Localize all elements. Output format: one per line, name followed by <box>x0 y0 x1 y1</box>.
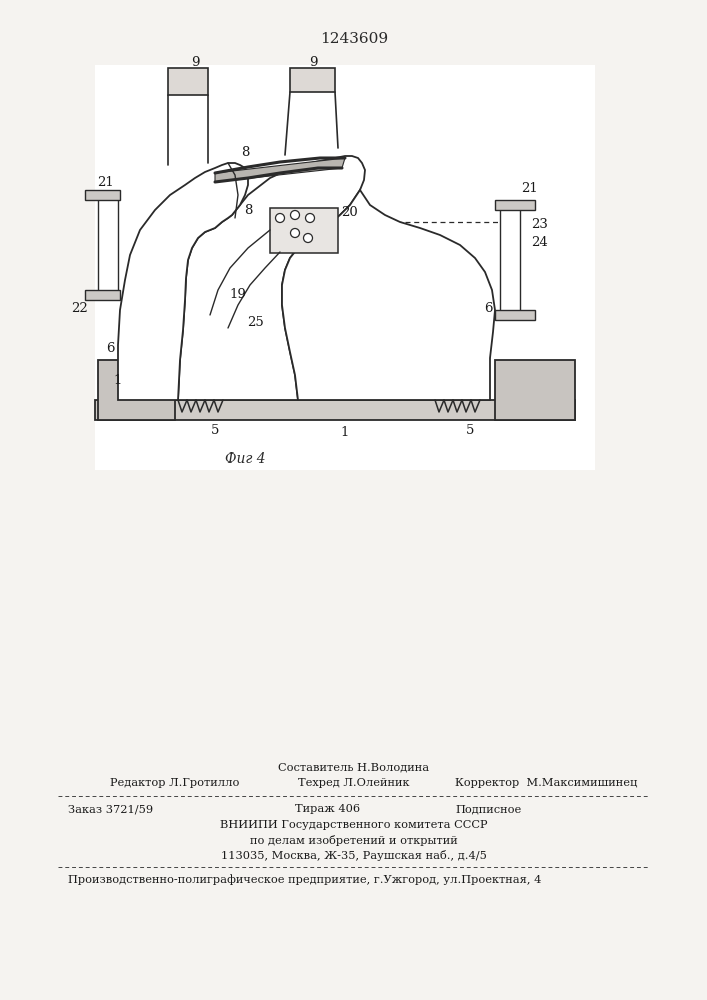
Polygon shape <box>98 360 175 420</box>
Text: 25: 25 <box>247 316 264 328</box>
Text: 9: 9 <box>191 55 199 68</box>
Text: 9: 9 <box>309 55 317 68</box>
Polygon shape <box>290 68 335 92</box>
Text: 6: 6 <box>484 302 492 314</box>
Circle shape <box>305 214 315 223</box>
Text: Подписное: Подписное <box>455 804 521 814</box>
Text: 8: 8 <box>244 204 252 217</box>
Polygon shape <box>495 200 535 210</box>
Polygon shape <box>85 290 120 300</box>
Polygon shape <box>495 310 535 320</box>
Polygon shape <box>282 190 495 400</box>
Text: 1: 1 <box>341 426 349 438</box>
Text: 22: 22 <box>71 302 88 314</box>
Text: Производственно-полиграфическое предприятие, г.Ужгород, ул.Проектная, 4: Производственно-полиграфическое предприя… <box>68 874 542 885</box>
Bar <box>95 65 595 470</box>
Polygon shape <box>118 163 248 400</box>
Text: 113035, Москва, Ж-35, Раушская наб., д.4/5: 113035, Москва, Ж-35, Раушская наб., д.4… <box>221 850 487 861</box>
Text: Редактор Л.Гротилло: Редактор Л.Гротилло <box>110 778 240 788</box>
Text: 1243609: 1243609 <box>320 32 388 46</box>
Text: 23: 23 <box>532 219 549 232</box>
Text: Техред Л.Олейник: Техред Л.Олейник <box>298 778 409 788</box>
Polygon shape <box>500 205 520 315</box>
Text: 5: 5 <box>211 424 219 436</box>
Text: Корректор  М.Максимишинец: Корректор М.Максимишинец <box>455 778 638 788</box>
Text: Тираж 406: Тираж 406 <box>295 804 360 814</box>
Polygon shape <box>168 68 208 95</box>
Text: Составитель Н.Володина: Составитель Н.Володина <box>279 762 430 772</box>
Text: Фиг 4: Фиг 4 <box>225 452 266 466</box>
Text: 21: 21 <box>97 176 113 190</box>
Polygon shape <box>85 190 120 200</box>
Circle shape <box>303 233 312 242</box>
Text: 20: 20 <box>341 206 358 219</box>
Text: 8: 8 <box>241 145 249 158</box>
Polygon shape <box>495 360 575 420</box>
Text: по делам изобретений и открытий: по делам изобретений и открытий <box>250 835 458 846</box>
Polygon shape <box>95 400 575 420</box>
Polygon shape <box>178 156 365 400</box>
Text: 1: 1 <box>114 373 122 386</box>
Polygon shape <box>98 195 118 295</box>
Circle shape <box>276 214 284 223</box>
Text: 6: 6 <box>106 342 115 355</box>
Text: 5: 5 <box>466 424 474 436</box>
Text: 24: 24 <box>532 236 549 249</box>
Text: ВНИИПИ Государственного комитета СССР: ВНИИПИ Государственного комитета СССР <box>221 820 488 830</box>
Text: 19: 19 <box>230 288 247 302</box>
Circle shape <box>291 229 300 237</box>
Polygon shape <box>270 208 338 253</box>
Text: Заказ 3721/59: Заказ 3721/59 <box>68 804 153 814</box>
Polygon shape <box>215 158 345 182</box>
Circle shape <box>291 211 300 220</box>
Text: 21: 21 <box>522 182 538 194</box>
